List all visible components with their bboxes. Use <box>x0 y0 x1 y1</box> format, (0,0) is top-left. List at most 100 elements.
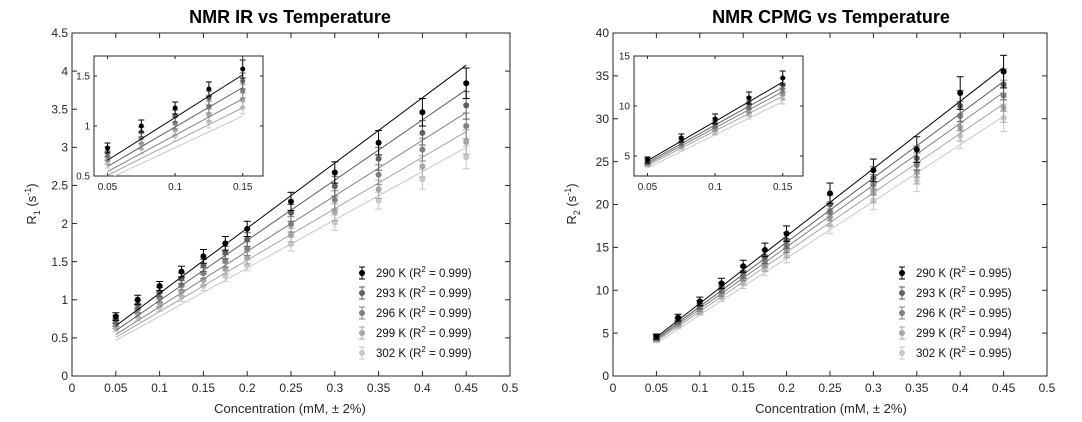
legend-label: 293 K (R2 = 0.999) <box>376 285 472 300</box>
legend-label: 296 K (R2 = 0.995) <box>916 305 1012 320</box>
data-point <box>463 138 470 145</box>
legend-marker <box>359 290 365 296</box>
series-290-K <box>104 59 246 161</box>
x-tick-label: 0.3 <box>865 381 882 395</box>
x-tick-label: 0.25 <box>818 381 842 395</box>
x-tick-label: 0.25 <box>279 381 303 395</box>
data-point <box>331 169 338 176</box>
legend-item: 296 K (R2 = 0.999) <box>359 305 472 320</box>
y-tick-label: 25 <box>596 155 610 169</box>
data-point <box>288 209 294 216</box>
x-tick-label: 0.05 <box>104 381 128 395</box>
fit-line <box>107 98 243 173</box>
data-point <box>244 236 251 243</box>
y-tick-label: 0 <box>602 369 609 383</box>
chart-title: NMR IR vs Temperature <box>189 7 391 27</box>
data-point <box>331 219 338 226</box>
y-tick-label: 30 <box>596 112 610 126</box>
x-tick-label: 0.45 <box>455 381 479 395</box>
legend-item: 293 K (R2 = 0.995) <box>899 285 1012 300</box>
x-tick-label: 0.1 <box>151 381 168 395</box>
data-point <box>870 167 877 174</box>
x-tick-label: 0.05 <box>645 381 669 395</box>
legend-marker <box>899 310 905 316</box>
chart-title: NMR CPMG vs Temperature <box>712 7 950 27</box>
data-point <box>288 198 294 205</box>
legend: 290 K (R2 = 0.999) 293 K (R2 = 0.999) 296 … <box>359 265 472 360</box>
data-point <box>1000 68 1007 75</box>
x-tick-label: 0.3 <box>326 381 343 395</box>
y-tick-label: 3 <box>61 141 68 155</box>
y-tick-label: 0.5 <box>51 331 68 345</box>
data-point <box>244 245 251 252</box>
data-point <box>463 154 470 161</box>
legend-label: 299 K (R2 = 0.994) <box>916 325 1012 340</box>
x-tick-label: 0.35 <box>905 381 929 395</box>
data-point <box>288 221 294 228</box>
data-point <box>419 163 426 170</box>
axes-frame <box>93 55 264 177</box>
axes-frame <box>633 55 804 177</box>
legend-label: 299 K (R2 = 0.999) <box>376 325 472 340</box>
data-point <box>172 105 178 111</box>
data-point <box>240 66 246 72</box>
data-point <box>375 171 382 178</box>
data-point <box>134 296 141 303</box>
legend-marker <box>359 310 365 316</box>
data-point <box>783 230 790 237</box>
data-point <box>419 146 426 153</box>
legend-item: 299 K (R2 = 0.994) <box>899 325 1012 340</box>
data-point <box>419 109 426 116</box>
data-point <box>653 333 660 340</box>
data-point <box>678 135 684 141</box>
y-tick-label: 3.5 <box>51 102 68 116</box>
data-point <box>288 241 294 248</box>
legend-marker <box>899 270 905 276</box>
x-tick-label: 0.05 <box>638 182 658 193</box>
legend-item: 293 K (R2 = 0.999) <box>359 285 472 300</box>
series-290-K <box>112 64 470 327</box>
data-point <box>740 263 747 270</box>
data-point <box>375 139 382 146</box>
data-point <box>696 298 703 305</box>
data-point <box>244 225 251 232</box>
data-point <box>240 88 246 94</box>
inset-axes: 0.05 0.1 0.15 5 10 15 <box>619 52 804 193</box>
legend-label: 296 K (R2 = 0.999) <box>376 305 472 320</box>
x-tick-label: 0.4 <box>414 381 431 395</box>
x-tick-label: 0.2 <box>778 381 795 395</box>
x-tick-label: 0.1 <box>708 182 722 193</box>
y-tick-label: 1.5 <box>51 255 68 269</box>
series-290-K <box>644 70 786 164</box>
y-tick-label: 0 <box>61 369 68 383</box>
data-point <box>331 196 338 203</box>
y-tick-label: 15 <box>596 241 610 255</box>
y-tick-label: 2 <box>61 217 68 231</box>
x-tick-label: 0.2 <box>239 381 256 395</box>
x-tick-label: 0.1 <box>691 381 708 395</box>
legend-label: 302 K (R2 = 0.995) <box>916 345 1012 360</box>
data-point <box>331 183 338 190</box>
y-tick-label: 15 <box>619 52 631 63</box>
data-point <box>331 209 338 216</box>
data-point <box>222 240 229 247</box>
data-point <box>463 122 470 129</box>
data-point <box>712 116 718 122</box>
data-point <box>206 86 212 92</box>
x-tick-label: 0.5 <box>1039 381 1056 395</box>
data-point <box>419 129 426 136</box>
y-tick-label: 5 <box>602 326 609 340</box>
y-tick-label: 40 <box>596 26 610 40</box>
data-point <box>222 257 229 264</box>
data-point <box>827 190 833 197</box>
fit-line <box>107 74 243 161</box>
legend-marker <box>899 290 905 296</box>
y-tick-label: 1 <box>61 293 68 307</box>
x-tick-label: 0.15 <box>732 381 756 395</box>
plot-area: 0 0.05 0.1 0.15 0.2 0.25 0.3 0.35 0.4 0.45 0.5 0 0.5… <box>51 26 518 395</box>
data-point <box>780 75 786 81</box>
x-tick-label: 0 <box>69 381 76 395</box>
main-axes: 0 0.05 0.1 0.15 0.2 0.25 0.3 0.35 0.4 0.45 0.50510… <box>596 26 1056 395</box>
legend-marker <box>359 330 365 336</box>
